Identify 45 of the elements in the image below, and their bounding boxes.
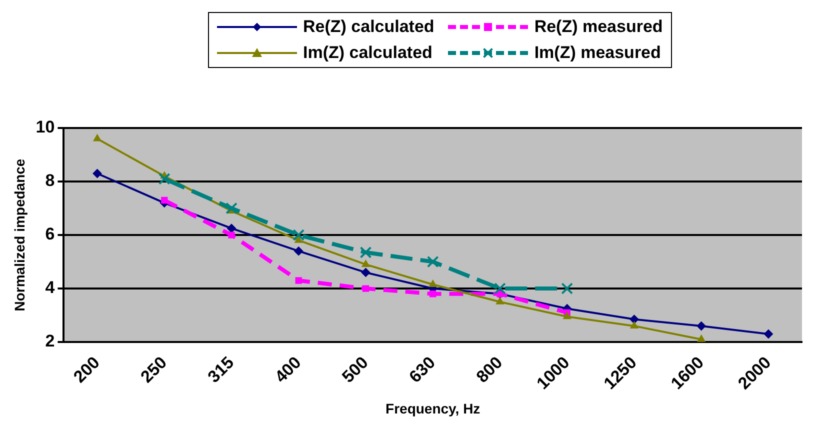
point <box>161 196 168 204</box>
legend-label: Re(Z) measured <box>534 17 663 37</box>
point <box>227 224 236 233</box>
point <box>496 297 504 304</box>
point <box>696 321 706 330</box>
point <box>697 334 706 342</box>
y-tick-label: 6 <box>45 224 55 244</box>
point <box>294 246 304 256</box>
point <box>561 282 574 294</box>
x-tick-label: 500 <box>338 352 372 386</box>
x-tick-label: 250 <box>137 352 171 386</box>
point <box>361 268 370 277</box>
point <box>426 256 439 268</box>
y-axis-title: Normalized impedance <box>11 158 28 312</box>
x-axis-title: Frequency, Hz <box>386 400 480 416</box>
point <box>226 202 238 214</box>
x-tick-label: 630 <box>406 352 439 386</box>
x-tick-label: 400 <box>271 352 305 386</box>
point <box>295 277 302 284</box>
legend-label: Im(Z) measured <box>534 43 661 63</box>
legend-label: Im(Z) calculated <box>303 43 432 63</box>
point <box>292 229 305 241</box>
x-tick-label: 800 <box>472 352 506 386</box>
y-tick-label: 4 <box>45 278 56 298</box>
point <box>294 236 303 243</box>
point <box>563 312 572 320</box>
y-tick-label: 8 <box>45 171 55 190</box>
point <box>362 260 370 267</box>
point <box>228 232 235 238</box>
x-tick-label: 200 <box>70 352 104 386</box>
point <box>428 280 437 288</box>
y-tick-label: 2 <box>45 332 55 351</box>
point <box>93 134 102 142</box>
point <box>362 285 370 292</box>
x-tick-label: 315 <box>204 352 238 386</box>
point <box>158 172 170 185</box>
point <box>630 321 638 328</box>
point <box>360 246 372 258</box>
point <box>494 282 506 294</box>
point <box>92 168 102 178</box>
point <box>430 290 436 298</box>
legend-label: Re(Z) calculated <box>303 17 434 37</box>
y-tick-label: 10 <box>36 118 55 137</box>
point <box>764 330 773 339</box>
point <box>630 314 639 324</box>
